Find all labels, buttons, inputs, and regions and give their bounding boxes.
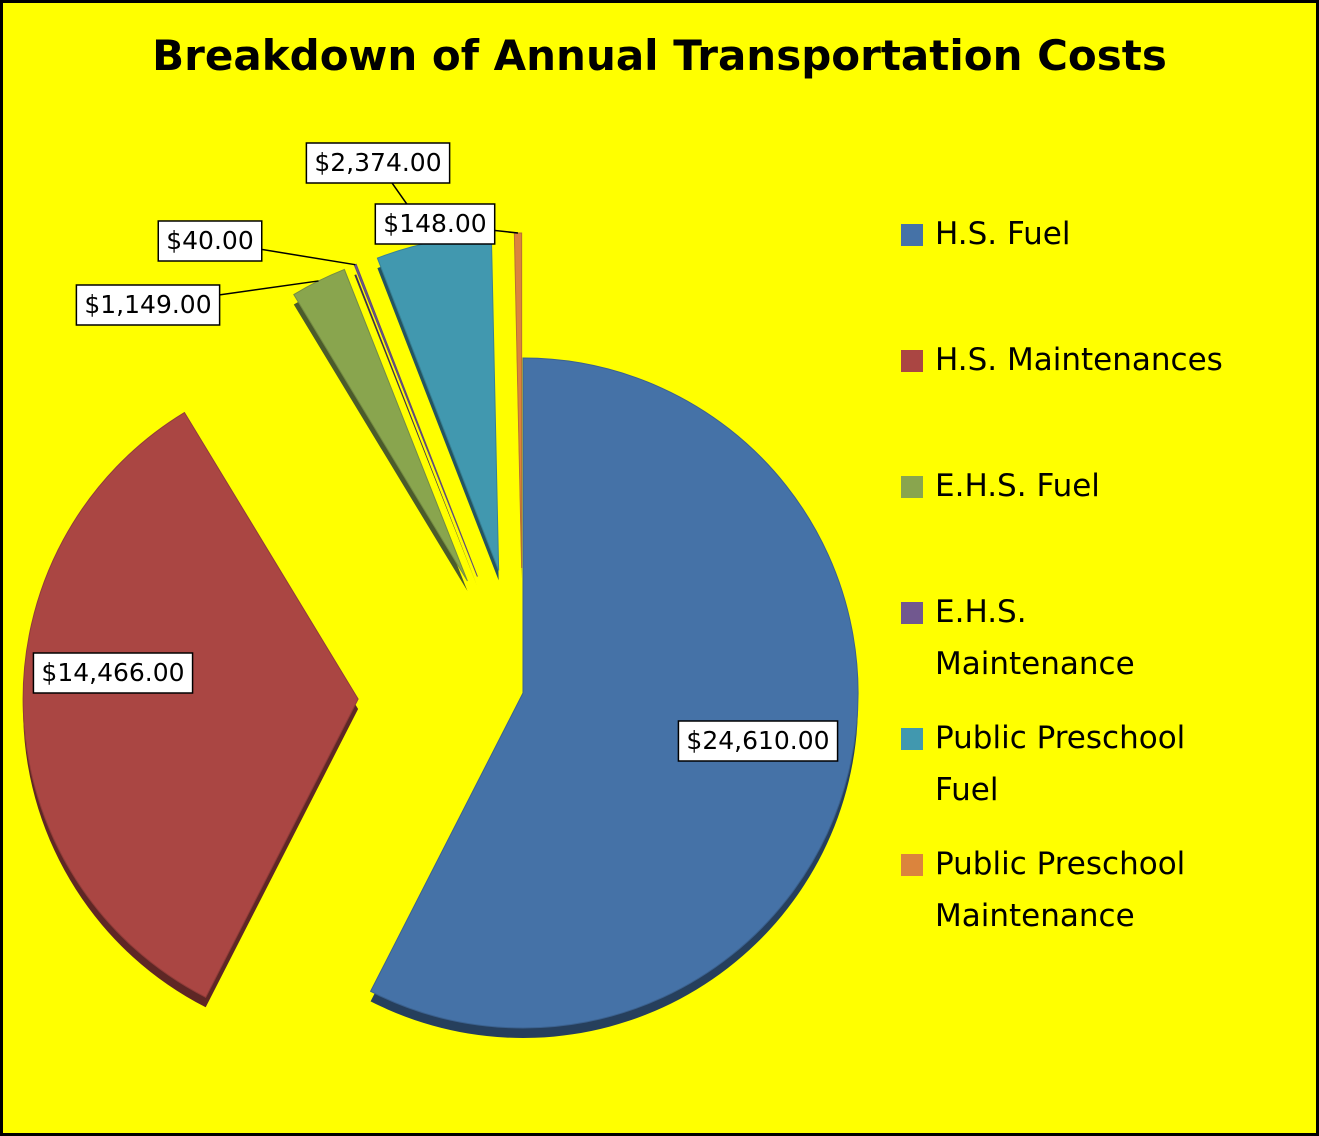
legend-item: H.S. Maintenances: [901, 334, 1301, 460]
data-label: $14,466.00: [32, 652, 194, 694]
legend-label: Public Preschool Maintenance: [935, 846, 1186, 934]
value-label: $14,466.00: [41, 658, 184, 687]
value-label: $24,610.00: [686, 726, 829, 755]
data-label: $40.00: [157, 220, 263, 262]
data-label: $148.00: [374, 203, 496, 245]
legend-swatch: [901, 224, 923, 246]
slice-side: [354, 274, 478, 587]
label-box: [32, 652, 194, 694]
slice: [22, 411, 359, 998]
legend-swatch: [901, 854, 923, 876]
value-label: $148.00: [383, 209, 486, 238]
label-box: [75, 284, 221, 326]
slice: [369, 357, 859, 1029]
legend-swatch: [901, 350, 923, 372]
data-label: $2,374.00: [305, 142, 451, 184]
label-box: [157, 220, 263, 262]
legend-swatch: [901, 728, 923, 750]
legend-swatch: [901, 602, 923, 624]
legend-label: H.S. Maintenances: [935, 342, 1223, 378]
label-box: [374, 203, 496, 245]
slice: [513, 232, 523, 569]
legend-item: E.H.S. Fuel: [901, 460, 1301, 586]
data-label: $1,149.00: [75, 284, 221, 326]
legend-item: E.H.S. Maintenance: [901, 586, 1301, 712]
legend: H.S. Fuel H.S. Maintenances E.H.S. Fuel E.H…: [901, 208, 1301, 964]
legend-label: E.H.S. Maintenance: [935, 594, 1135, 682]
legend-item: H.S. Fuel: [901, 208, 1301, 334]
legend-item: Public Preschool Fuel: [901, 712, 1301, 838]
chart-title: Breakdown of Annual Transportation Costs: [152, 31, 1167, 80]
legend-swatch: [901, 476, 923, 498]
value-label: $2,374.00: [314, 148, 441, 177]
legend-label: H.S. Fuel: [935, 216, 1071, 252]
data-label: $24,610.00: [677, 720, 839, 762]
value-label: $40.00: [166, 226, 253, 255]
label-box: [305, 142, 451, 184]
label-box: [677, 720, 839, 762]
slice: [293, 268, 468, 582]
plot: $24,610.00 $14,466.00 $1,149.00 $40.00 $2,37…: [22, 142, 859, 1038]
legend-label: E.H.S. Fuel: [935, 468, 1100, 504]
legend-item: Public Preschool Maintenance: [901, 838, 1301, 964]
value-label: $1,149.00: [84, 290, 211, 319]
legend-label: Public Preschool Fuel: [935, 720, 1186, 808]
